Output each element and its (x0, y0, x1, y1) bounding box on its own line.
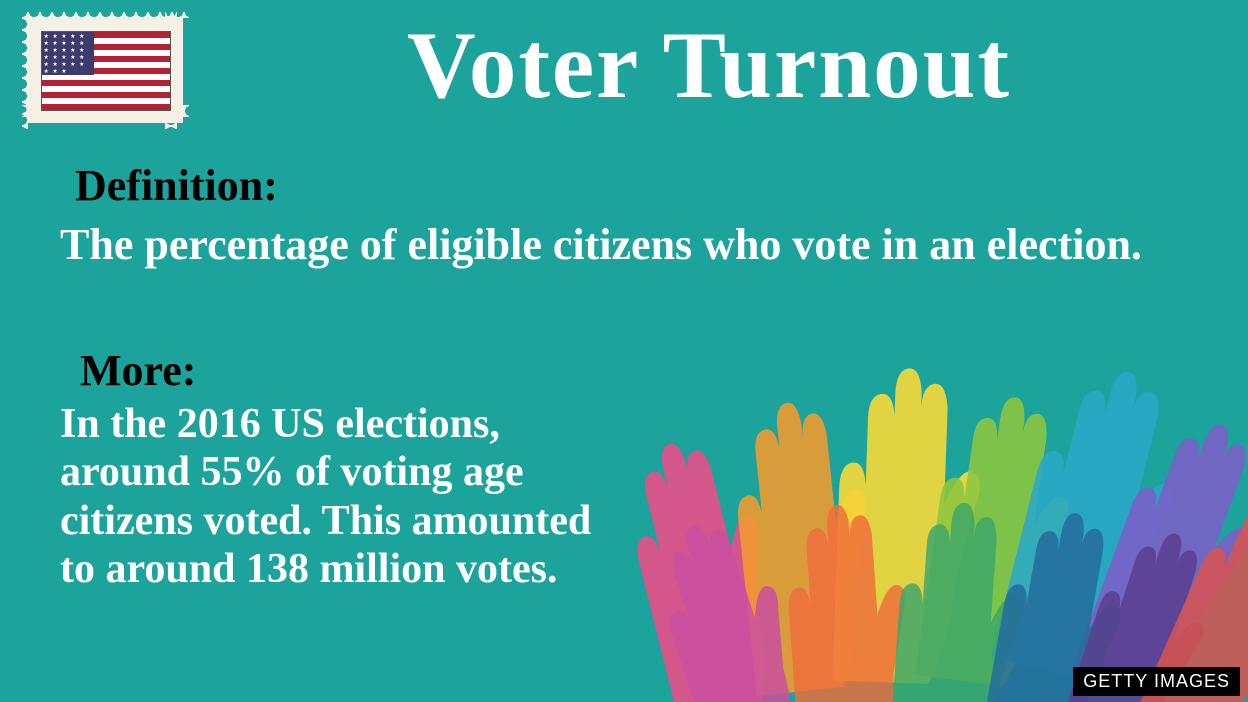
hand-icon (642, 508, 825, 702)
definition-text: The percentage of eligible citizens who … (60, 220, 1188, 271)
flag-canton: ★ ★ ★ ★ ★ ★ ★ ★ ★ ★ ★ ★ ★ ★ ★ ★ ★ ★ ★ ★ … (42, 32, 94, 75)
raised-hands-illustration (568, 262, 1248, 702)
more-text: In the 2016 US elections, around 55% of … (60, 400, 620, 593)
hand-icon (991, 356, 1200, 690)
hand-icon (613, 428, 799, 702)
more-label: More: (80, 345, 196, 396)
hand-icon (832, 366, 984, 685)
us-flag-stamp: ★ ★ ★ ★ ★ ★ ★ ★ ★ ★ ★ ★ ★ ★ ★ ★ ★ ★ ★ ★ … (28, 18, 183, 123)
hand-icon (782, 501, 917, 702)
definition-label: Definition: (75, 160, 278, 211)
us-flag-icon: ★ ★ ★ ★ ★ ★ ★ ★ ★ ★ ★ ★ ★ ★ ★ ★ ★ ★ ★ ★ … (41, 31, 171, 111)
hand-icon (727, 396, 885, 696)
hand-icon (1074, 405, 1248, 702)
hand-icon (915, 389, 1083, 693)
page-title: Voter Turnout (210, 10, 1208, 120)
hand-icon (888, 499, 1030, 702)
image-credit: GETTY IMAGES (1073, 667, 1240, 696)
